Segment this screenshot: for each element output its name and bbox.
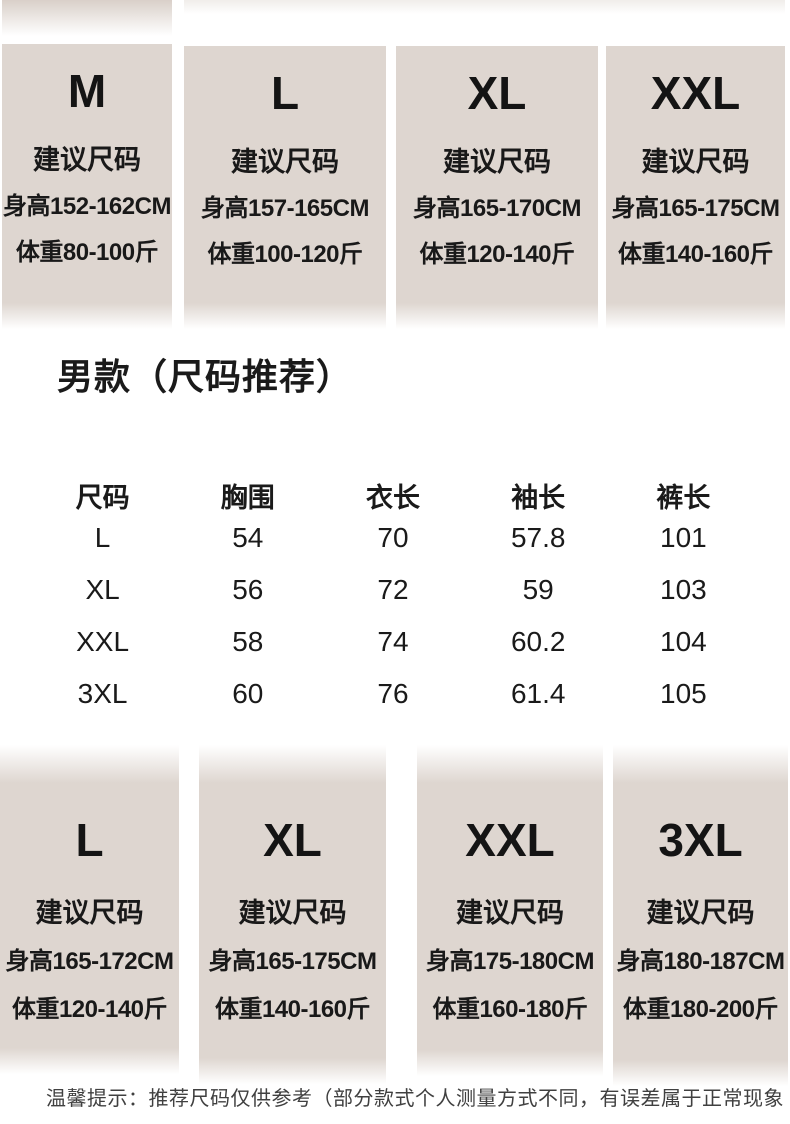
size-label: L (75, 814, 104, 866)
height-range: 身高165-172CM (5, 948, 174, 976)
weight-range: 体重120-140斤 (11, 996, 168, 1024)
size-card-content: XXL 建议尺码 身高175-180CM 体重160-180斤 (417, 783, 603, 1025)
size-label: XXL (465, 814, 555, 866)
advice-label: 建议尺码 (238, 898, 347, 928)
cell-sleeve: 59 (522, 574, 554, 605)
size-card-content: XXL 建议尺码 身高165-175CM 体重140-160斤 (606, 46, 785, 270)
weight-range: 体重160-180斤 (432, 996, 588, 1024)
advice-label: 建议尺码 (646, 898, 755, 928)
cell-chest: 56 (232, 574, 264, 605)
cell-length: 74 (377, 626, 409, 657)
footer-note: 温馨提示：推荐尺码仅供参考（部分款式个人测量方式不同，有误差属于正常现象 (46, 1088, 784, 1110)
advice-label: 建议尺码 (641, 147, 750, 177)
table-row: XXL 58 74 60.2 104 (30, 616, 756, 668)
weight-range: 体重180-200斤 (622, 996, 779, 1024)
cell-pants: 105 (660, 678, 707, 709)
height-range: 身高165-175CM (611, 195, 780, 223)
cell-pants: 103 (660, 574, 707, 605)
size-card-bottom-3xl: 3XL 建议尺码 身高180-187CM 体重180-200斤 (613, 745, 788, 1086)
cell-size: 3XL (77, 678, 128, 709)
col-header-size: 尺码 (75, 483, 130, 513)
advice-label: 建议尺码 (33, 145, 141, 175)
cell-size: L (94, 522, 111, 553)
height-range: 身高152-162CM (3, 193, 171, 221)
section-title: 男款（尺码推荐） (57, 356, 354, 397)
weight-range: 体重80-100斤 (15, 239, 159, 267)
table-row: L 54 70 57.8 101 (30, 512, 756, 564)
size-label: XXL (650, 67, 741, 119)
cell-length: 76 (377, 678, 409, 709)
size-card-top-l: L 建议尺码 身高157-165CM 体重100-120斤 (184, 46, 386, 329)
table-row: XL 56 72 59 103 (30, 564, 756, 616)
size-card-top-m: M 建议尺码 身高152-162CM 体重80-100斤 (2, 44, 172, 329)
advice-label: 建议尺码 (443, 147, 551, 177)
col-header-length: 衣长 (365, 483, 420, 513)
height-range: 身高165-170CM (413, 195, 581, 223)
size-label: L (270, 67, 300, 119)
size-label: M (67, 65, 107, 117)
table-header-row: 尺码 胸围 衣长 袖长 裤长 (30, 476, 756, 513)
advice-label: 建议尺码 (456, 898, 564, 928)
size-card-content: 3XL 建议尺码 身高180-187CM 体重180-200斤 (613, 783, 788, 1025)
size-label: XL (263, 814, 322, 866)
top-edge-reflection (2, 0, 172, 36)
weight-range: 体重120-140斤 (419, 241, 575, 269)
col-header-pants: 裤长 (656, 483, 711, 513)
height-range: 身高175-180CM (426, 948, 594, 976)
cell-chest: 54 (232, 522, 264, 553)
cell-size: XXL (76, 626, 130, 657)
weight-range: 体重140-160斤 (617, 241, 774, 269)
height-range: 身高165-175CM (208, 948, 377, 976)
size-card-content: L 建议尺码 身高165-172CM 体重120-140斤 (0, 783, 179, 1025)
size-label: XL (467, 67, 527, 119)
size-table: 尺码 胸围 衣长 袖长 裤长 L 54 70 57.8 101 XL 56 72… (30, 476, 756, 720)
height-range: 身高180-187CM (616, 948, 785, 976)
size-card-bottom-xxl: XXL 建议尺码 身高175-180CM 体重160-180斤 (417, 745, 603, 1076)
size-card-content: XL 建议尺码 身高165-175CM 体重140-160斤 (199, 783, 386, 1025)
weight-range: 体重100-120斤 (207, 241, 363, 269)
col-header-sleeve: 袖长 (511, 483, 566, 513)
height-range: 身高157-165CM (201, 195, 369, 223)
advice-label: 建议尺码 (231, 147, 339, 177)
cell-chest: 58 (232, 626, 264, 657)
cell-sleeve: 60.2 (510, 626, 566, 657)
cell-size: XL (85, 574, 120, 605)
size-label: 3XL (658, 814, 743, 866)
col-header-chest: 胸围 (220, 483, 275, 513)
cell-pants: 101 (660, 522, 707, 553)
size-card-content: XL 建议尺码 身高165-170CM 体重120-140斤 (396, 46, 598, 270)
table-row: 3XL 60 76 61.4 105 (30, 668, 756, 720)
size-card-bottom-l: L 建议尺码 身高165-172CM 体重120-140斤 (0, 745, 179, 1074)
cell-pants: 104 (660, 626, 707, 657)
cell-chest: 60 (232, 678, 264, 709)
size-card-top-xl: XL 建议尺码 身高165-170CM 体重120-140斤 (396, 46, 598, 329)
cell-length: 70 (377, 522, 409, 553)
cell-length: 72 (377, 574, 409, 605)
size-card-content: L 建议尺码 身高157-165CM 体重100-120斤 (184, 46, 386, 270)
size-card-top-xxl: XXL 建议尺码 身高165-175CM 体重140-160斤 (606, 46, 785, 329)
top-edge-haze (184, 0, 785, 14)
size-card-bottom-xl: XL 建议尺码 身高165-175CM 体重140-160斤 (199, 745, 386, 1084)
size-card-content: M 建议尺码 身高152-162CM 体重80-100斤 (2, 44, 172, 268)
cell-sleeve: 57.8 (510, 522, 566, 553)
cell-sleeve: 61.4 (510, 678, 566, 709)
weight-range: 体重140-160斤 (214, 996, 371, 1024)
advice-label: 建议尺码 (35, 898, 144, 928)
